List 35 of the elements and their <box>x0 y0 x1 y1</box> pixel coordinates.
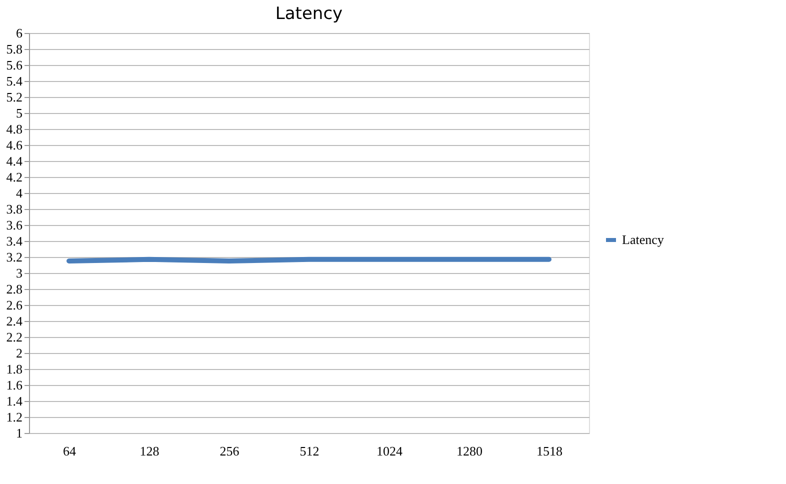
x-tick-label: 128 <box>140 444 160 458</box>
y-tick-label: 5 <box>16 106 22 120</box>
y-tick-label: 2 <box>16 346 22 360</box>
y-tick-label: 1 <box>16 426 22 440</box>
y-tick-label: 2.8 <box>6 282 22 296</box>
y-tick-label: 3.4 <box>6 234 23 248</box>
y-tick-label: 5.8 <box>6 42 22 56</box>
y-tick-label: 6 <box>16 26 23 40</box>
x-tick-label: 1518 <box>536 444 562 458</box>
y-tick-label: 2.4 <box>6 314 23 328</box>
y-tick-label: 3 <box>16 266 22 280</box>
x-tick-label: 256 <box>220 444 240 458</box>
legend-label: Latency <box>622 232 664 247</box>
y-tick-label: 5.4 <box>6 74 23 88</box>
y-tick-label: 4.2 <box>6 170 22 184</box>
y-tick-label: 1.8 <box>6 362 22 376</box>
y-tick-label: 3.6 <box>6 218 23 232</box>
y-tick-label: 1.6 <box>6 378 23 392</box>
x-tick-label: 1280 <box>456 444 482 458</box>
y-tick-label: 4.4 <box>6 154 23 168</box>
y-tick-label: 1.2 <box>6 410 22 424</box>
y-tick-label: 4.8 <box>6 122 22 136</box>
y-tick-label: 4 <box>16 186 23 200</box>
y-tick-label: 2.2 <box>6 330 22 344</box>
x-tick-label: 64 <box>63 444 76 458</box>
y-tick-label: 4.6 <box>6 138 23 152</box>
y-tick-label: 3.8 <box>6 202 22 216</box>
x-tick-label: 1024 <box>376 444 403 458</box>
y-tick-label: 1.4 <box>6 394 23 408</box>
y-tick-label: 5.2 <box>6 90 22 104</box>
y-tick-label: 3.2 <box>6 250 22 264</box>
y-tick-label: 5.6 <box>6 58 23 72</box>
x-tick-label: 512 <box>300 444 320 458</box>
chart-title: Latency <box>275 4 343 24</box>
y-tick-label: 2.6 <box>6 298 23 312</box>
